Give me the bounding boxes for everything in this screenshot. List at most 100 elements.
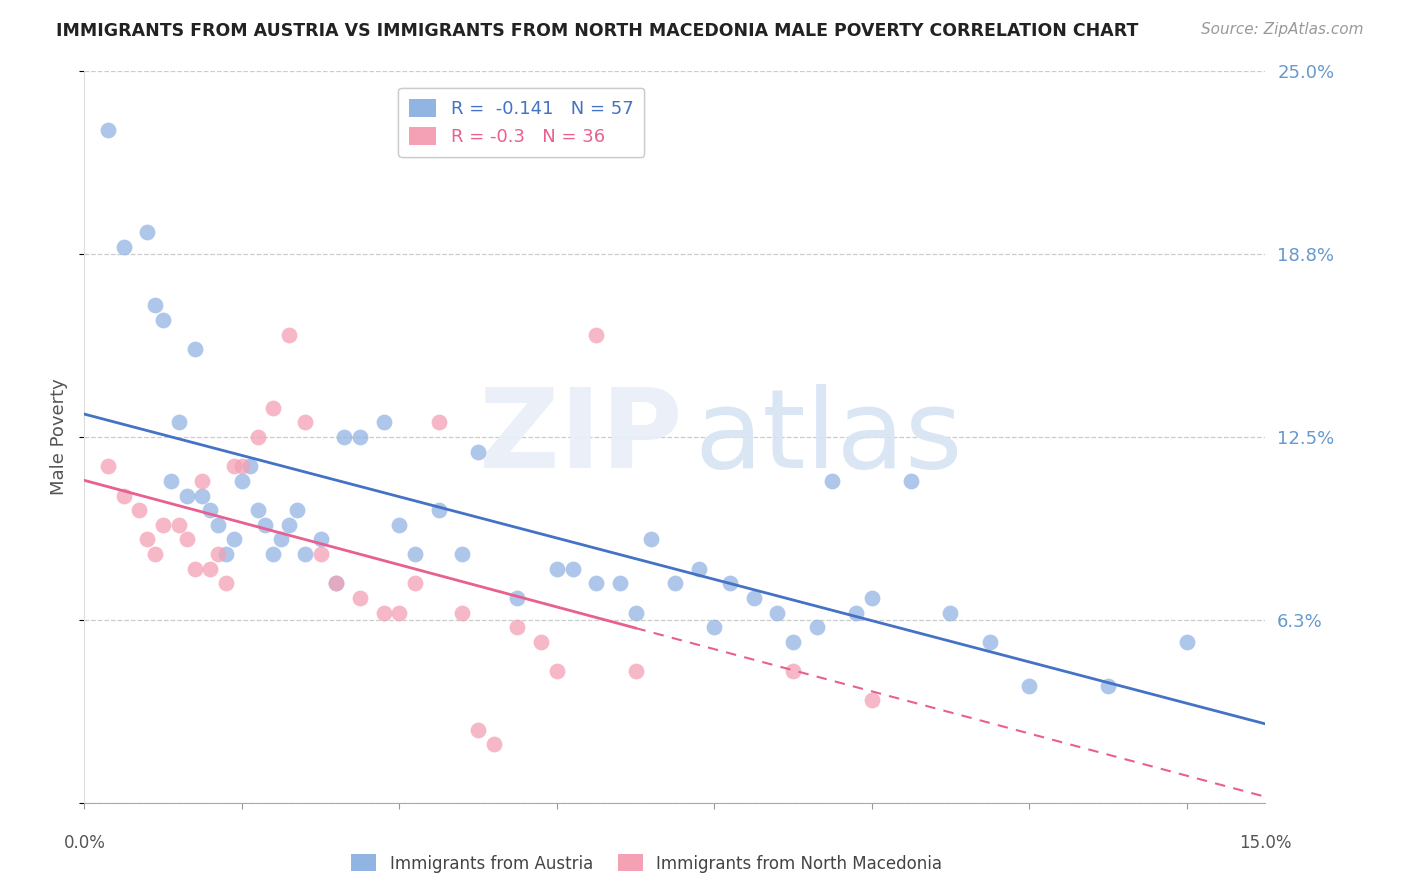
Point [143, 547, 166, 561]
Point [167, 517, 190, 532]
Point [404, 547, 426, 561]
Point [183, 562, 205, 576]
Point [624, 606, 647, 620]
Point [939, 606, 962, 620]
Point [860, 591, 883, 605]
Point [860, 693, 883, 707]
Point [467, 444, 489, 458]
Point [143, 298, 166, 312]
Point [782, 635, 804, 649]
Point [246, 430, 269, 444]
Point [718, 576, 741, 591]
Point [373, 606, 395, 620]
Point [207, 517, 229, 532]
Point [222, 459, 245, 474]
Point [160, 474, 183, 488]
Point [262, 401, 284, 415]
Point [215, 576, 238, 591]
Point [136, 225, 159, 239]
Point [231, 474, 253, 488]
Point [349, 430, 371, 444]
Point [152, 517, 174, 532]
Point [136, 533, 159, 547]
Point [215, 547, 238, 561]
Point [294, 416, 316, 430]
Point [222, 533, 245, 547]
Text: Source: ZipAtlas.com: Source: ZipAtlas.com [1201, 22, 1364, 37]
Point [97, 459, 120, 474]
Point [640, 533, 662, 547]
Point [262, 547, 284, 561]
Point [1097, 679, 1119, 693]
Point [200, 503, 222, 517]
Text: IMMIGRANTS FROM AUSTRIA VS IMMIGRANTS FROM NORTH MACEDONIA MALE POVERTY CORRELAT: IMMIGRANTS FROM AUSTRIA VS IMMIGRANTS FR… [56, 22, 1139, 40]
Point [246, 503, 269, 517]
Point [388, 517, 411, 532]
Point [467, 723, 489, 737]
Point [506, 591, 529, 605]
Point [506, 620, 529, 634]
Point [624, 664, 647, 678]
Point [482, 737, 505, 751]
Point [585, 327, 607, 342]
Point [333, 430, 356, 444]
Point [231, 459, 253, 474]
Point [152, 313, 174, 327]
Point [979, 635, 1001, 649]
Point [782, 664, 804, 678]
Point [561, 562, 583, 576]
Point [309, 547, 332, 561]
Point [609, 576, 631, 591]
Point [325, 576, 347, 591]
Point [530, 635, 553, 649]
Point [451, 547, 474, 561]
Point [585, 576, 607, 591]
Point [176, 533, 198, 547]
Point [821, 474, 844, 488]
Point [404, 576, 426, 591]
Point [191, 489, 214, 503]
Point [112, 489, 135, 503]
Point [278, 517, 301, 532]
Point [703, 620, 725, 634]
Point [664, 576, 686, 591]
Point [270, 533, 292, 547]
Point [239, 459, 262, 474]
Text: atlas: atlas [695, 384, 963, 491]
Point [1175, 635, 1198, 649]
Point [1018, 679, 1040, 693]
Point [97, 123, 120, 137]
Point [349, 591, 371, 605]
Point [285, 503, 308, 517]
Point [427, 503, 450, 517]
Point [427, 416, 450, 430]
Point [845, 606, 868, 620]
Point [176, 489, 198, 503]
Point [325, 576, 347, 591]
Point [766, 606, 789, 620]
Point [742, 591, 765, 605]
Point [191, 474, 214, 488]
Point [900, 474, 922, 488]
Point [278, 327, 301, 342]
Point [183, 343, 205, 357]
Point [128, 503, 150, 517]
Legend: Immigrants from Austria, Immigrants from North Macedonia: Immigrants from Austria, Immigrants from… [344, 847, 949, 880]
Text: ZIP: ZIP [478, 384, 682, 491]
Point [200, 562, 222, 576]
Text: 0.0%: 0.0% [63, 834, 105, 852]
Point [373, 416, 395, 430]
Point [207, 547, 229, 561]
Text: 15.0%: 15.0% [1239, 834, 1292, 852]
Point [254, 517, 277, 532]
Point [451, 606, 474, 620]
Point [294, 547, 316, 561]
Point [546, 664, 568, 678]
Point [806, 620, 828, 634]
Point [688, 562, 710, 576]
Point [388, 606, 411, 620]
Point [309, 533, 332, 547]
Point [546, 562, 568, 576]
Y-axis label: Male Poverty: Male Poverty [51, 379, 69, 495]
Point [167, 416, 190, 430]
